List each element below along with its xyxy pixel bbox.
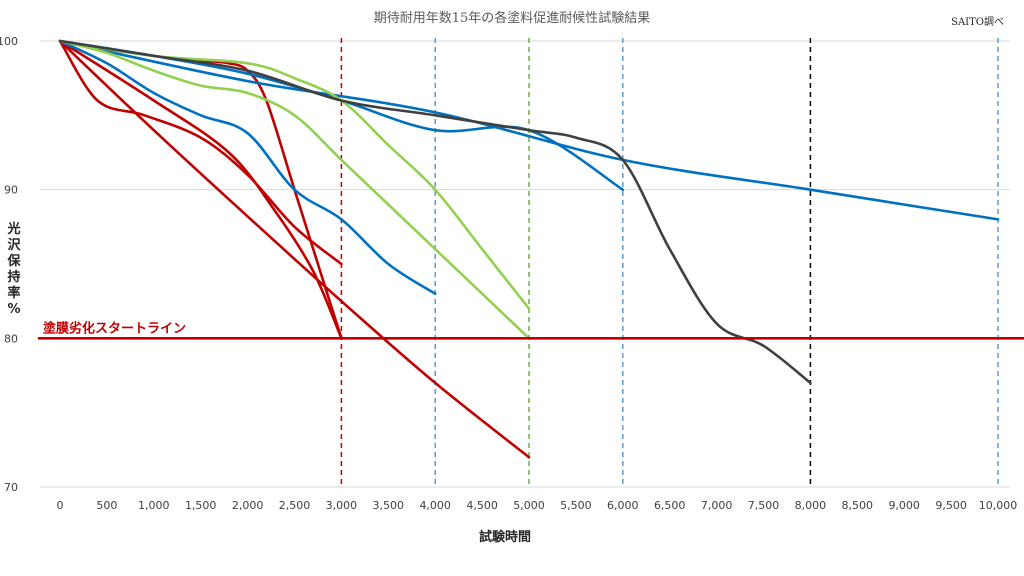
x-tick-label: 2,000 — [232, 499, 264, 512]
chart-title: 期待耐用年数15年の各塗料促進耐候性試験結果 — [374, 10, 651, 26]
reference-line-label: 塗膜劣化スタートライン — [43, 320, 186, 336]
y-tick-label: 80 — [4, 332, 18, 345]
reference-line: 塗膜劣化スタートライン — [38, 320, 1024, 340]
series-line — [58, 39, 531, 340]
x-tick-label: 6,500 — [654, 499, 686, 512]
x-tick-label: 1,000 — [138, 499, 170, 512]
x-tick-label: 3,500 — [373, 499, 405, 512]
x-tick-label: 500 — [96, 499, 117, 512]
y-axis-label-char: 沢 — [7, 237, 21, 253]
series-line — [58, 39, 531, 459]
y-axis-label-char: 光 — [6, 221, 20, 237]
x-tick-label: 5,000 — [513, 499, 545, 512]
y-axis-label-char: 保 — [6, 253, 21, 269]
x-tick-label: 7,500 — [748, 499, 780, 512]
y-tick-label: 70 — [4, 481, 18, 494]
x-tick-label: 4,500 — [466, 499, 498, 512]
series-line — [58, 39, 812, 385]
x-tick-label: 7,000 — [701, 499, 733, 512]
y-tick-label: 100 — [0, 35, 18, 48]
x-tick-label: 9,500 — [935, 499, 967, 512]
x-tick-label: 6,000 — [607, 499, 639, 512]
x-tick-label: 4,000 — [419, 499, 451, 512]
x-tick-label: 9,000 — [888, 499, 920, 512]
x-axis-ticks: 0 500 1,000 1,500 2,000 2,500 3,000 3,500 4,000 4… — [57, 499, 1018, 512]
milestone-lines — [340, 38, 999, 487]
x-tick-label: 8,000 — [795, 499, 827, 512]
x-tick-label: 0 — [57, 499, 64, 512]
x-tick-label: 10,000 — [979, 499, 1018, 512]
y-axis-label-char: 持 — [7, 269, 20, 285]
y-axis-label-char: 率 — [7, 285, 20, 301]
series-line — [58, 39, 437, 295]
x-tick-label: 3,000 — [326, 499, 358, 512]
series-line — [58, 39, 343, 266]
x-tick-label: 2,500 — [279, 499, 311, 512]
series-lines — [58, 39, 1000, 459]
y-axis-label-char: % — [7, 302, 20, 317]
x-tick-label: 1,500 — [185, 499, 217, 512]
x-axis-label: 試験時間 — [479, 529, 531, 545]
series-line — [58, 39, 531, 310]
series-line — [58, 39, 343, 340]
series-line — [58, 39, 1000, 221]
x-tick-label: 8,500 — [842, 499, 874, 512]
y-tick-label: 90 — [4, 184, 18, 197]
y-axis-ticks: 70 80 90 100 — [0, 35, 18, 494]
source-note: SAITO調べ — [951, 15, 1004, 28]
x-tick-label: 5,500 — [560, 499, 592, 512]
